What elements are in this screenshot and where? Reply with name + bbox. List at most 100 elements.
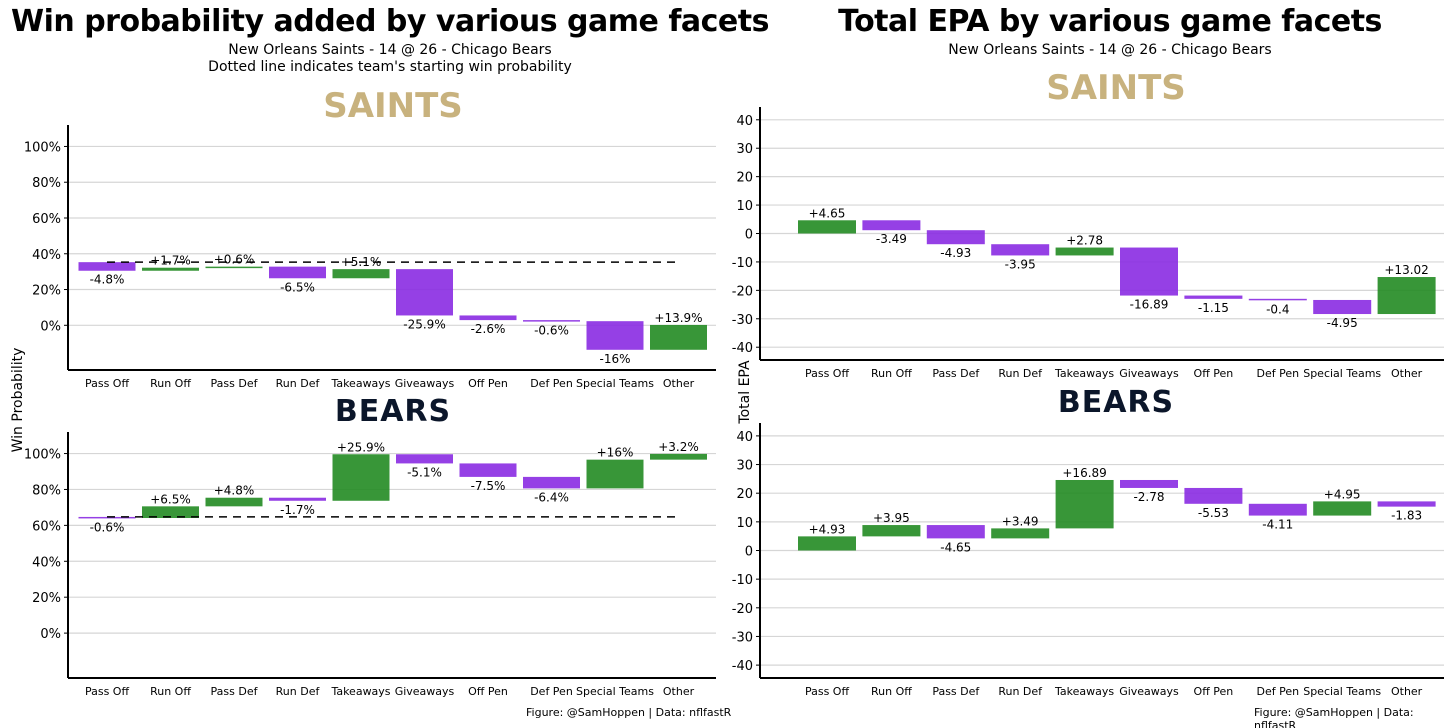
x-tick-label: Run Def	[998, 367, 1043, 380]
bar-pass-def	[205, 497, 263, 507]
x-tick-label: Pass Off	[805, 685, 849, 698]
data-label: +1.7%	[150, 254, 191, 268]
y-tick-label: 30	[736, 142, 753, 157]
bar-pass-off	[78, 262, 136, 271]
data-label: -1.15	[1198, 301, 1229, 315]
left-y-axis-label: Win Probability	[10, 348, 26, 453]
y-tick-label: 80%	[32, 483, 61, 498]
bar-giveaways	[1120, 247, 1178, 296]
data-label: +4.65	[809, 206, 846, 220]
data-label: +0.6%	[214, 253, 255, 267]
y-tick-label: 40	[736, 114, 753, 129]
data-label: +13.02	[1384, 263, 1428, 277]
right-caption: Figure: @SamHoppen | Data: nflfastR	[1254, 706, 1414, 728]
bar-run-def	[269, 266, 326, 279]
right-y-axis-label: Total EPA	[737, 360, 753, 425]
y-tick-label: -30	[732, 313, 753, 328]
y-tick-label: -30	[732, 630, 753, 645]
data-label: -6.4%	[534, 490, 569, 504]
bears-logo: BEARS	[335, 394, 451, 429]
bar-def-pen	[523, 320, 580, 322]
bar-def-pen	[1248, 298, 1307, 301]
data-label: -5.53	[1198, 506, 1229, 520]
bar-other	[650, 453, 707, 460]
y-tick-label: 0%	[40, 627, 61, 642]
bar-run-off	[862, 220, 921, 231]
x-tick-label: Other	[663, 377, 695, 390]
bar-pass-def	[926, 230, 985, 245]
data-label: +4.95	[1324, 487, 1361, 501]
x-tick-label: Special Teams	[576, 685, 654, 698]
y-tick-label: 20	[736, 171, 753, 186]
y-tick-label: 40%	[32, 555, 61, 570]
data-label: -0.6%	[534, 324, 569, 338]
data-label: -2.6%	[471, 322, 506, 336]
bears-logo-right: BEARS	[1058, 385, 1174, 420]
bar-other	[1377, 501, 1436, 507]
y-tick-label: 10	[736, 199, 753, 214]
right-subtitle: New Orleans Saints - 14 @ 26 - Chicago B…	[948, 42, 1272, 58]
x-tick-label: Off Pen	[468, 377, 508, 390]
data-label: +4.8%	[214, 484, 255, 498]
x-tick-label: Takeaways	[330, 685, 390, 698]
bar-giveaways	[1120, 479, 1178, 488]
x-tick-label: Special Teams	[1303, 685, 1381, 698]
y-tick-label: -40	[732, 341, 753, 356]
x-tick-label: Run Off	[871, 367, 912, 380]
bar-special-teams	[586, 321, 644, 350]
bar-takeaways	[332, 269, 390, 279]
bar-takeaways	[1055, 479, 1114, 529]
bar-other	[1377, 277, 1436, 315]
data-label: +16.89	[1062, 466, 1106, 480]
y-tick-label: 80%	[32, 176, 61, 191]
x-tick-label: Run Off	[150, 685, 191, 698]
bar-run-def	[991, 244, 1050, 256]
data-label: -1.83	[1391, 509, 1422, 523]
data-label: -16.89	[1130, 298, 1169, 312]
y-tick-label: 0	[745, 228, 753, 243]
bar-special-teams	[586, 459, 644, 489]
x-tick-label: Special Teams	[576, 377, 654, 390]
data-label: -4.8%	[90, 273, 125, 287]
y-tick-label: -20	[732, 602, 753, 617]
left-title: Win probability added by various game fa…	[11, 4, 769, 39]
data-label: +13.9%	[654, 311, 702, 325]
x-tick-label: Run Off	[871, 685, 912, 698]
x-tick-label: Giveaways	[1119, 685, 1179, 698]
bar-run-def	[991, 528, 1050, 539]
y-tick-label: 0%	[40, 319, 61, 334]
data-label: -5.1%	[407, 465, 442, 479]
saints-logo: SAINTS	[323, 86, 463, 126]
left-caption: Figure: @SamHoppen | Data: nflfastR	[526, 706, 732, 719]
data-label: +3.2%	[658, 440, 699, 454]
bar-pass-def	[205, 266, 263, 269]
x-tick-label: Pass Def	[211, 377, 259, 390]
bar-pass-def	[926, 525, 985, 539]
bar-takeaways	[1055, 247, 1114, 256]
y-tick-label: 10	[736, 516, 753, 531]
x-tick-label: Run Def	[998, 685, 1043, 698]
x-tick-label: Run Def	[276, 685, 321, 698]
x-tick-label: Pass Off	[805, 367, 849, 380]
bar-run-def	[269, 497, 326, 501]
saints-logo-right: SAINTS	[1046, 68, 1186, 108]
x-tick-label: Def Pen	[530, 685, 573, 698]
data-label: +2.78	[1066, 234, 1103, 248]
data-label: -6.5%	[280, 280, 315, 294]
data-label: -25.9%	[403, 317, 445, 331]
bar-off-pen	[1184, 295, 1243, 299]
y-tick-label: 100%	[24, 140, 61, 155]
bar-off-pen	[1184, 487, 1243, 504]
data-label: +4.93	[809, 522, 846, 536]
x-tick-label: Giveaways	[395, 377, 455, 390]
y-tick-label: 40	[736, 430, 753, 445]
y-tick-label: 0	[745, 545, 753, 560]
x-tick-label: Other	[1391, 367, 1423, 380]
bar-run-off	[862, 525, 921, 537]
data-label: +25.9%	[337, 440, 385, 454]
bar-giveaways	[396, 269, 453, 316]
y-tick-label: -20	[732, 284, 753, 299]
y-tick-label: -40	[732, 659, 753, 674]
y-tick-label: 40%	[32, 248, 61, 263]
